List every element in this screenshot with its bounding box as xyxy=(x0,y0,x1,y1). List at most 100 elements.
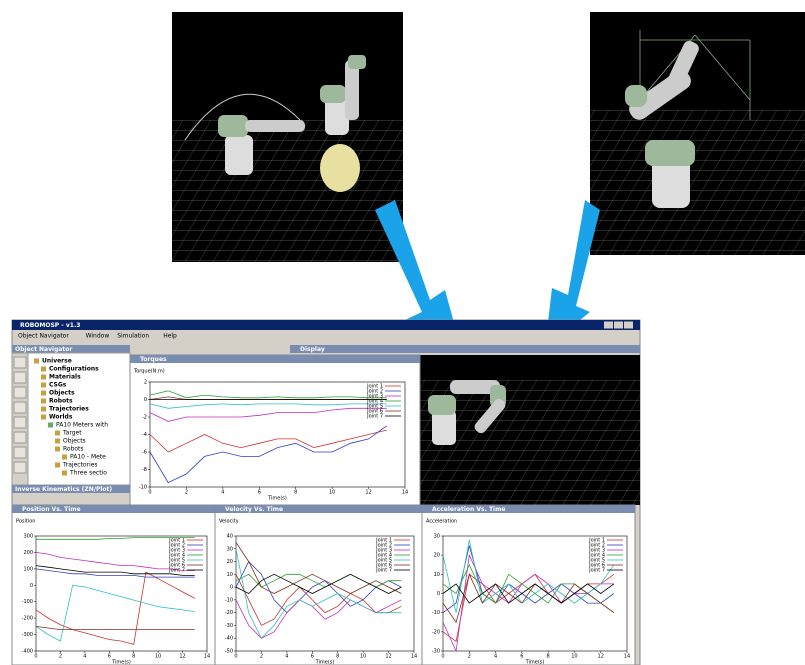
chart-window: Torques Torque(N.m) Time(s) -10 -8 -6 -4 -2 0 2 0 2… xyxy=(129,354,421,506)
tree-icon xyxy=(41,398,46,404)
y-tick-label: -8 xyxy=(142,467,147,473)
x-tick-label: 4 xyxy=(221,490,224,496)
tree-item[interactable]: Trajectories xyxy=(49,406,89,413)
legend-label: Joint 2 xyxy=(366,389,383,395)
x-tick-label: 8 xyxy=(294,490,297,496)
x-axis-label: Time(s) xyxy=(315,660,335,665)
legend-label: Joint 3 xyxy=(366,394,383,400)
series-line xyxy=(442,553,614,653)
tool-button[interactable] xyxy=(13,356,27,369)
x-tick-label: 0 xyxy=(234,654,237,660)
tool-button[interactable] xyxy=(13,446,27,459)
x-tick-label: 8 xyxy=(132,654,135,660)
x-tick-label: 12 xyxy=(385,654,391,660)
menu-item[interactable]: Simulation xyxy=(117,333,149,340)
legend-label: Joint 1 xyxy=(366,384,383,390)
tool-button[interactable] xyxy=(13,461,27,474)
window-buttons[interactable] xyxy=(604,321,633,329)
y-tick-label: -10 xyxy=(139,485,147,491)
y-tick-label: -10 xyxy=(432,610,440,616)
x-tick-label: 6 xyxy=(258,490,261,496)
y-tick-label: 10 xyxy=(227,572,233,578)
y-tick-label: -100 xyxy=(22,599,33,605)
legend-label: Joint 4 xyxy=(375,553,392,559)
chart-window: Velocity Vs. Time Velocity Time(s) -50 -40 -3… xyxy=(214,504,423,665)
tree-item[interactable]: Worlds xyxy=(49,414,73,421)
x-tick-label: 12 xyxy=(598,654,604,660)
legend-label: Joint 1 xyxy=(168,538,185,544)
series-line xyxy=(235,574,402,626)
y-tick-label: -6 xyxy=(142,450,147,456)
y-tick-label: 100 xyxy=(23,566,33,572)
tool-button[interactable] xyxy=(13,371,27,384)
x-tick-label: 0 xyxy=(148,490,151,496)
y-tick-label: -30 xyxy=(225,623,233,629)
legend-label: Joint 6 xyxy=(588,563,605,569)
series-line xyxy=(35,552,195,571)
x-tick-label: 4 xyxy=(83,654,86,660)
x-tick-label: 10 xyxy=(571,654,577,660)
legend-label: Joint 6 xyxy=(366,409,383,415)
series-line xyxy=(35,571,195,645)
tree-item[interactable]: Universe xyxy=(42,358,72,365)
legend-label: Joint 4 xyxy=(168,553,185,559)
x-tick-label: 2 xyxy=(468,654,471,660)
tree-item[interactable]: Three sectio xyxy=(69,470,107,477)
tool-button[interactable] xyxy=(13,431,27,444)
y-tick-label: 30 xyxy=(227,546,233,552)
arrows xyxy=(375,200,600,352)
tree-item[interactable]: Trajectories xyxy=(62,462,98,469)
chart-title: Velocity Vs. Time xyxy=(225,506,283,513)
y-tick-label: 300 xyxy=(23,534,33,540)
tool-button[interactable] xyxy=(13,386,27,399)
y-tick-label: 20 xyxy=(227,559,233,565)
x-tick-label: 4 xyxy=(494,654,497,660)
x-axis-label: Time(s) xyxy=(525,660,545,665)
legend-label: Joint 7 xyxy=(366,414,383,420)
series-line xyxy=(235,573,402,594)
legend-label: Joint 6 xyxy=(168,563,185,569)
tree-item[interactable]: PA10 Meters with xyxy=(56,422,108,429)
legend-label: Joint 3 xyxy=(375,548,392,554)
tree-item[interactable]: Robots xyxy=(63,446,84,453)
legend-label: Joint 3 xyxy=(168,548,185,554)
tool-button[interactable] xyxy=(13,416,27,429)
tree-icon xyxy=(55,438,60,444)
x-tick-label: 8 xyxy=(336,654,339,660)
window-titlebar xyxy=(215,505,422,513)
tree-item[interactable]: Objects xyxy=(63,438,86,445)
tree-icon xyxy=(55,462,60,468)
render-left xyxy=(172,12,403,262)
series-line xyxy=(149,407,387,422)
series-line xyxy=(35,565,195,576)
legend-label: Joint 2 xyxy=(375,543,392,549)
x-axis-label: Time(s) xyxy=(267,496,287,502)
legend-label: Joint 5 xyxy=(375,558,392,564)
tree-item[interactable]: Target xyxy=(62,430,82,437)
x-tick-label: 2 xyxy=(260,654,263,660)
tree-item[interactable]: CSGs xyxy=(49,382,67,389)
tree-item[interactable]: PA10 - Mete xyxy=(70,454,106,461)
legend-label: Joint 4 xyxy=(588,553,605,559)
tree-icon xyxy=(41,374,46,380)
legend-label: Joint 4 xyxy=(366,399,383,405)
display-view xyxy=(420,355,640,505)
legend-label: Joint 1 xyxy=(375,538,392,544)
x-tick-label: 6 xyxy=(311,654,314,660)
tree-item[interactable]: Configurations xyxy=(49,366,99,373)
tree-item[interactable]: Materials xyxy=(49,374,81,381)
tree-item[interactable]: Robots xyxy=(49,398,73,405)
y-tick-label: 40 xyxy=(227,534,233,540)
tree-icon xyxy=(41,366,46,372)
tree-item[interactable]: Objects xyxy=(49,390,75,397)
menu-item[interactable]: Object Navigator xyxy=(18,333,69,340)
menu-item[interactable]: Help xyxy=(163,333,177,340)
tool-button[interactable] xyxy=(13,401,27,414)
series-line xyxy=(149,425,388,484)
tree-icon xyxy=(41,414,46,420)
render-right xyxy=(590,12,805,255)
x-tick-label: 2 xyxy=(59,654,62,660)
y-tick-label: -40 xyxy=(225,636,233,642)
menu-item[interactable]: Window xyxy=(86,333,110,340)
display-title: Display xyxy=(300,346,325,353)
